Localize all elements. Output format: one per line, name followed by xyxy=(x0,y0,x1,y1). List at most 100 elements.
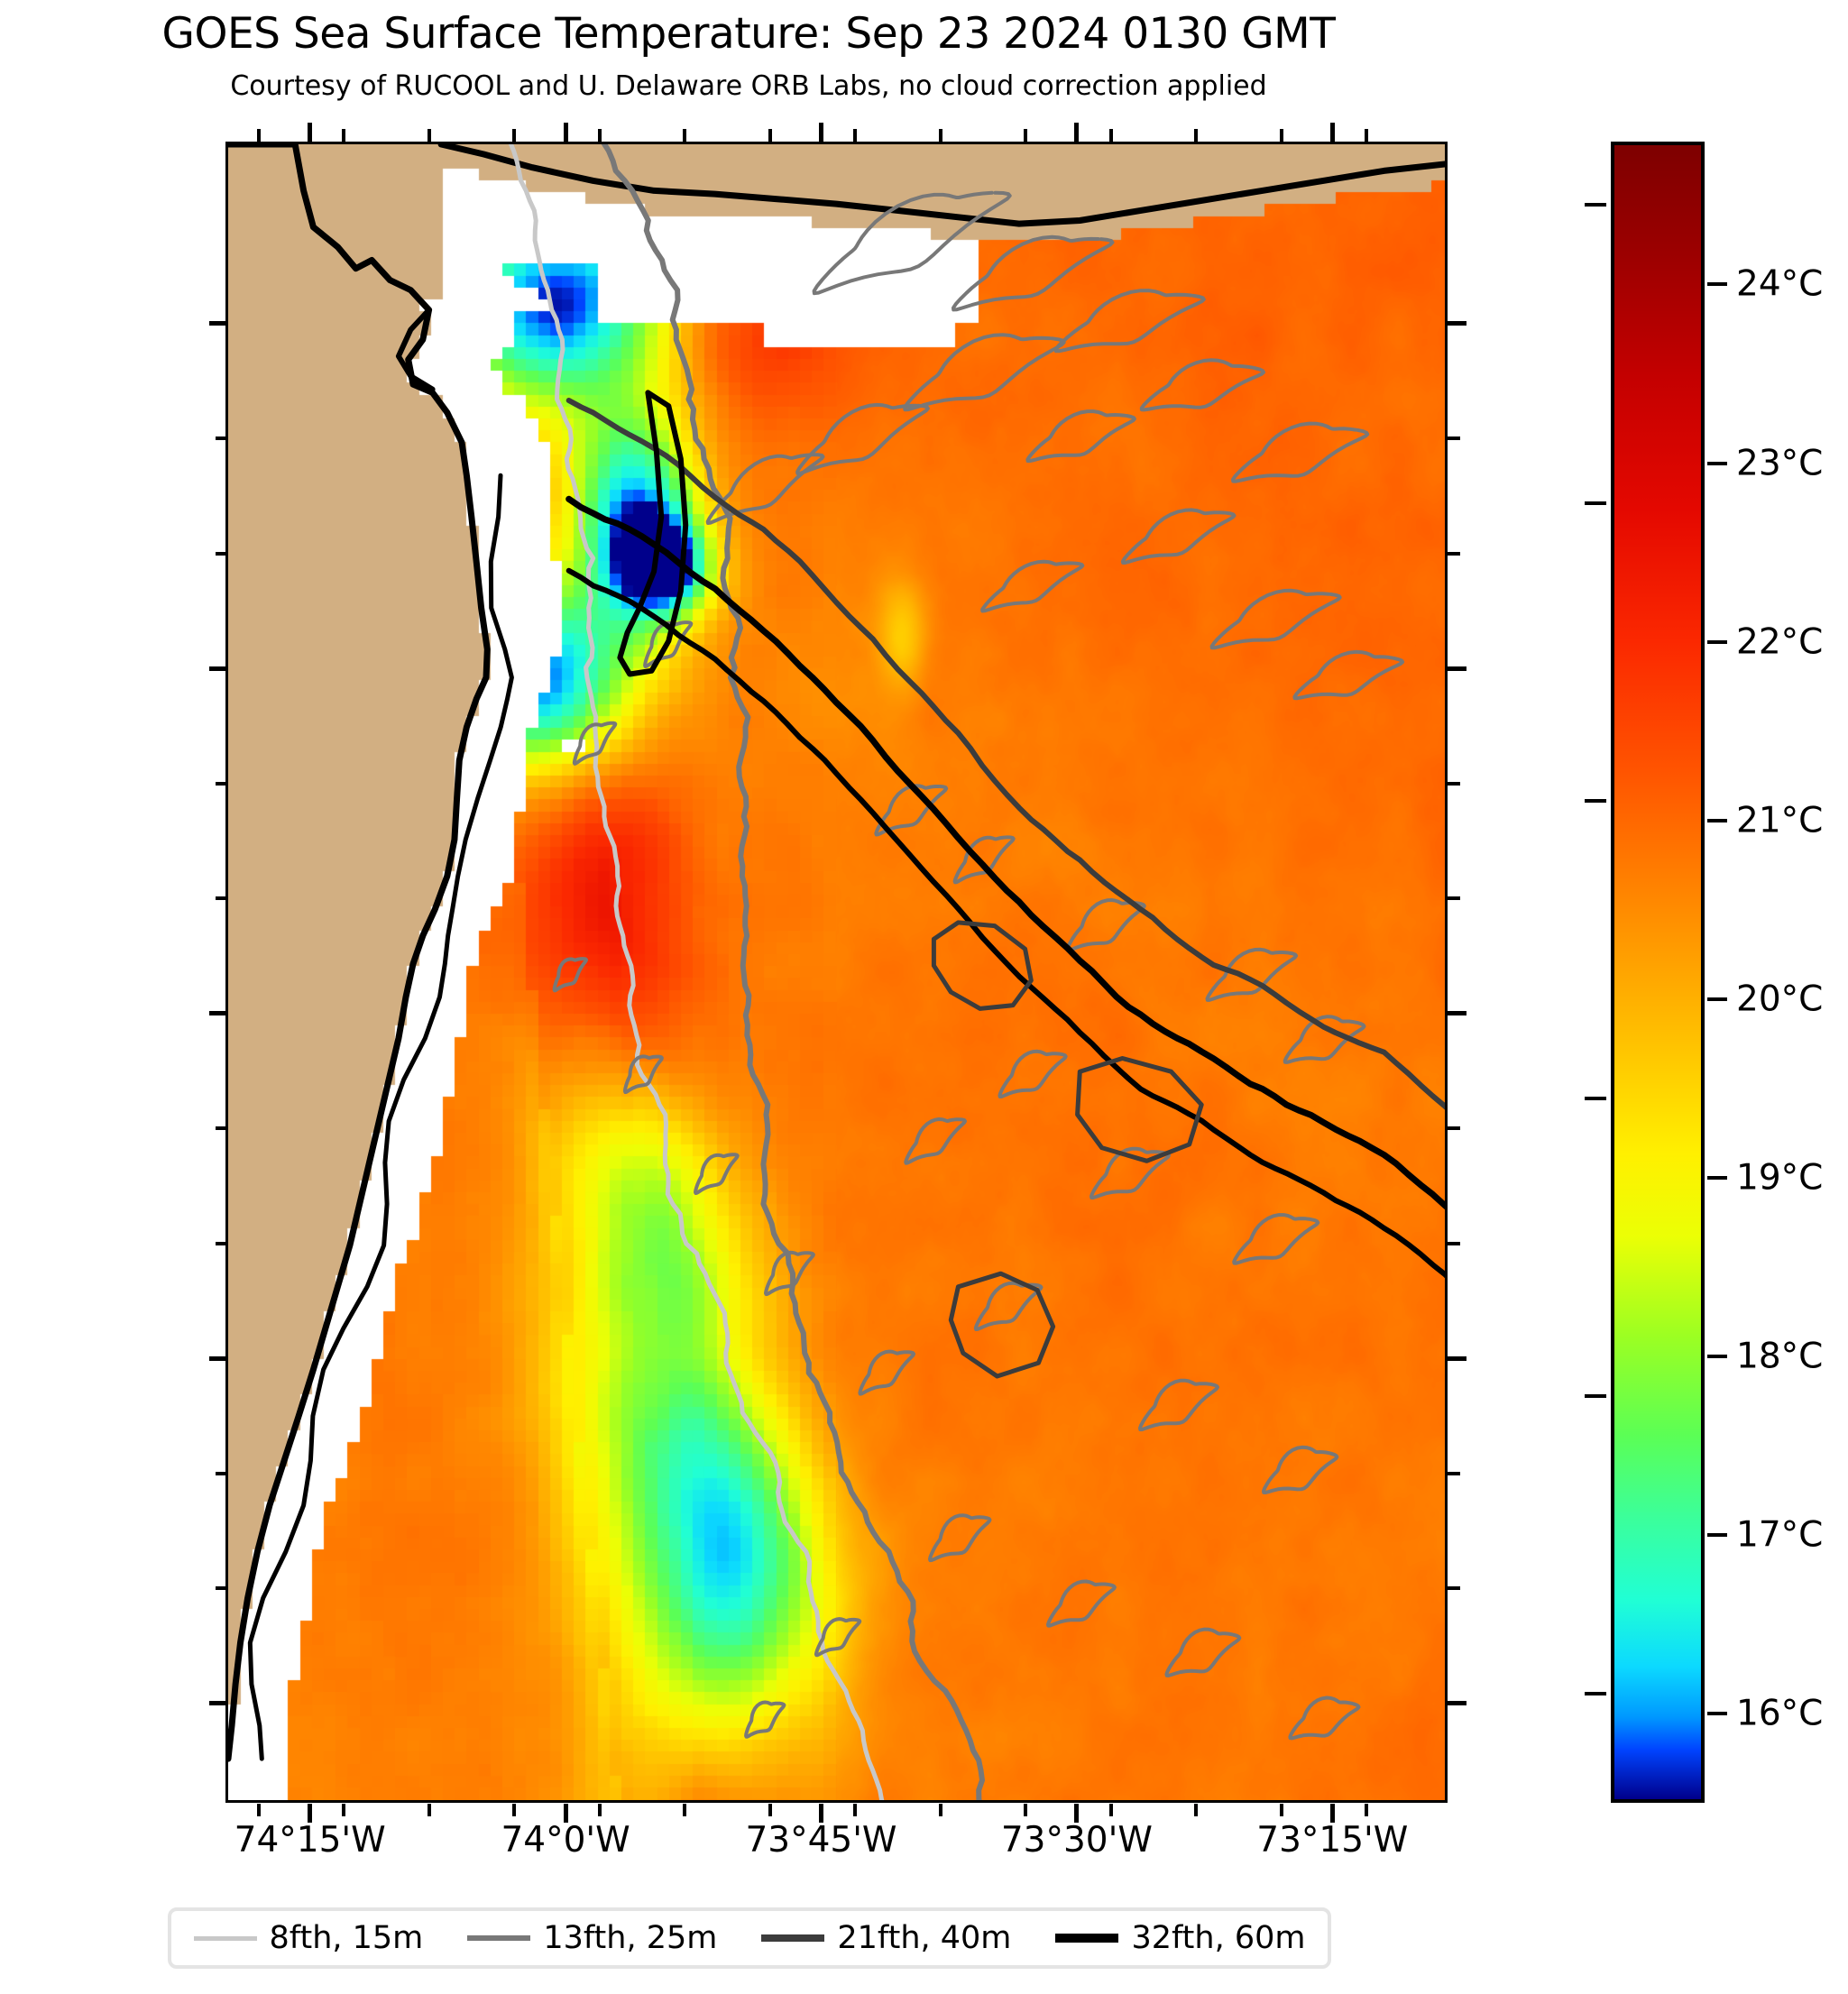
y-tick-major-right xyxy=(1448,321,1466,326)
colorbar[interactable] xyxy=(1611,142,1705,1803)
colorbar-tick-right xyxy=(1707,282,1727,287)
colorbar-celsius-label: 17°C xyxy=(1736,1514,1824,1556)
x-tick-minor xyxy=(597,1804,602,1816)
depth-contour-line-icon xyxy=(467,1935,531,1941)
colorbar-tick-right xyxy=(1707,1354,1727,1358)
y-tick-minor xyxy=(216,1241,228,1245)
map-plot-area[interactable] xyxy=(225,142,1448,1803)
colorbar-tick-right xyxy=(1707,1532,1727,1537)
x-tick-major xyxy=(1329,1804,1335,1823)
legend-item[interactable]: 32fth, 60m xyxy=(1055,1920,1305,1956)
legend-item-label: 21fth, 40m xyxy=(837,1920,1012,1956)
colorbar-celsius-label: 21°C xyxy=(1736,800,1824,841)
x-tick-minor-top xyxy=(512,129,517,142)
colorbar-celsius-label: 24°C xyxy=(1736,263,1824,305)
x-tick-minor-top xyxy=(853,129,858,142)
y-tick-major xyxy=(209,321,228,326)
y-tick-minor-right xyxy=(1448,1241,1460,1245)
y-tick-major xyxy=(209,1355,228,1361)
x-tick-minor-top xyxy=(1279,129,1283,142)
legend-item[interactable]: 13fth, 25m xyxy=(467,1920,717,1956)
x-tick-major-top xyxy=(1329,123,1335,142)
x-tick-minor xyxy=(683,1804,687,1816)
x-tick-major xyxy=(563,1804,568,1823)
x-tick-minor xyxy=(257,1804,261,1816)
x-tick-minor-top xyxy=(1108,129,1113,142)
x-tick-minor-top xyxy=(257,129,261,142)
y-tick-minor-right xyxy=(1448,896,1460,901)
x-axis-label: 73°15'W xyxy=(1256,1820,1409,1861)
x-tick-minor xyxy=(768,1804,772,1816)
x-tick-minor xyxy=(342,1804,346,1816)
colorbar-gradient xyxy=(1614,145,1701,1799)
x-tick-major xyxy=(1074,1804,1080,1823)
x-axis-label: 73°30'W xyxy=(1000,1820,1153,1861)
x-axis-label: 74°15'W xyxy=(234,1820,386,1861)
legend-item[interactable]: 21fth, 40m xyxy=(761,1920,1011,1956)
y-tick-minor xyxy=(216,1586,228,1591)
depth-contour-line-icon xyxy=(761,1934,825,1942)
x-tick-minor-top xyxy=(1194,129,1199,142)
x-tick-major-top xyxy=(308,123,313,142)
x-tick-major-top xyxy=(563,123,568,142)
page-subtitle: Courtesy of RUCOOL and U. Delaware ORB L… xyxy=(230,70,1267,102)
y-tick-minor-right xyxy=(1448,551,1460,556)
colorbar-tick-left xyxy=(1585,203,1606,207)
y-tick-minor xyxy=(216,1126,228,1131)
x-tick-minor-top xyxy=(342,129,346,142)
x-tick-minor xyxy=(427,1804,431,1816)
y-tick-major xyxy=(209,1701,228,1706)
colorbar-celsius-label: 18°C xyxy=(1736,1336,1824,1377)
y-tick-major xyxy=(209,666,228,671)
x-tick-minor xyxy=(1279,1804,1283,1816)
x-tick-minor-top xyxy=(1024,129,1028,142)
x-tick-major xyxy=(818,1804,823,1823)
depth-contour-line-icon xyxy=(1055,1934,1119,1943)
x-tick-minor xyxy=(938,1804,942,1816)
x-tick-major-top xyxy=(818,123,823,142)
y-tick-major xyxy=(209,1011,228,1016)
y-tick-major-right xyxy=(1448,1701,1466,1706)
x-tick-major-top xyxy=(1074,123,1080,142)
colorbar-tick-left xyxy=(1585,798,1606,803)
legend-item-label: 32fth, 60m xyxy=(1131,1920,1306,1956)
colorbar-celsius-label: 23°C xyxy=(1736,443,1824,484)
x-tick-minor-top xyxy=(683,129,687,142)
colorbar-celsius-label: 20°C xyxy=(1736,979,1824,1020)
y-tick-minor xyxy=(216,436,228,441)
colorbar-celsius-label: 19°C xyxy=(1736,1157,1824,1199)
colorbar-tick-left xyxy=(1585,1393,1606,1398)
sst-heatmap-canvas xyxy=(228,144,1445,1800)
y-tick-minor xyxy=(216,896,228,901)
colorbar-tick-right xyxy=(1707,639,1727,644)
y-tick-minor-right xyxy=(1448,1586,1460,1591)
legend-item[interactable]: 8fth, 15m xyxy=(193,1920,423,1956)
depth-contour-legend[interactable]: 8fth, 15m 13fth, 25m 21fth, 40m 32fth, 60m xyxy=(168,1907,1331,1969)
y-tick-major-right xyxy=(1448,1355,1466,1361)
depth-contour-line-icon xyxy=(193,1935,257,1941)
colorbar-tick-right xyxy=(1707,1711,1727,1715)
x-tick-minor xyxy=(1024,1804,1028,1816)
y-tick-minor-right xyxy=(1448,781,1460,786)
x-tick-minor-top xyxy=(427,129,431,142)
x-tick-minor xyxy=(1108,1804,1113,1816)
legend-item-label: 13fth, 25m xyxy=(543,1920,718,1956)
colorbar-tick-right xyxy=(1707,461,1727,465)
colorbar-tick-left xyxy=(1585,501,1606,505)
x-tick-major xyxy=(308,1804,313,1823)
colorbar-celsius-label: 16°C xyxy=(1736,1693,1824,1734)
colorbar-celsius-label: 22°C xyxy=(1736,621,1824,663)
x-tick-minor xyxy=(512,1804,517,1816)
colorbar-tick-right xyxy=(1707,997,1727,1001)
x-tick-minor-top xyxy=(938,129,942,142)
page-title: GOES Sea Surface Temperature: Sep 23 202… xyxy=(161,9,1336,59)
y-tick-major-right xyxy=(1448,666,1466,671)
colorbar-tick-left xyxy=(1585,1096,1606,1100)
y-tick-major-right xyxy=(1448,1011,1466,1016)
x-tick-minor xyxy=(1194,1804,1199,1816)
x-tick-minor-top xyxy=(1365,129,1369,142)
x-tick-minor-top xyxy=(768,129,772,142)
x-axis-label: 74°0'W xyxy=(501,1820,630,1861)
x-axis-label: 73°45'W xyxy=(745,1820,897,1861)
y-tick-minor xyxy=(216,781,228,786)
